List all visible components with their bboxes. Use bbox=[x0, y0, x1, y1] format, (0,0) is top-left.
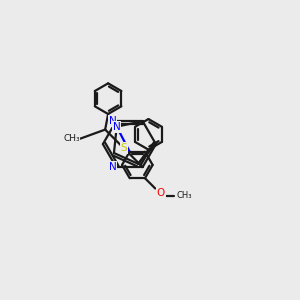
Text: N: N bbox=[109, 162, 116, 172]
Text: N: N bbox=[113, 122, 121, 132]
Text: N: N bbox=[109, 116, 116, 126]
Text: O: O bbox=[157, 188, 165, 198]
Text: CH₃: CH₃ bbox=[176, 191, 192, 200]
Text: S: S bbox=[121, 143, 127, 153]
Text: CH₃: CH₃ bbox=[63, 134, 80, 143]
